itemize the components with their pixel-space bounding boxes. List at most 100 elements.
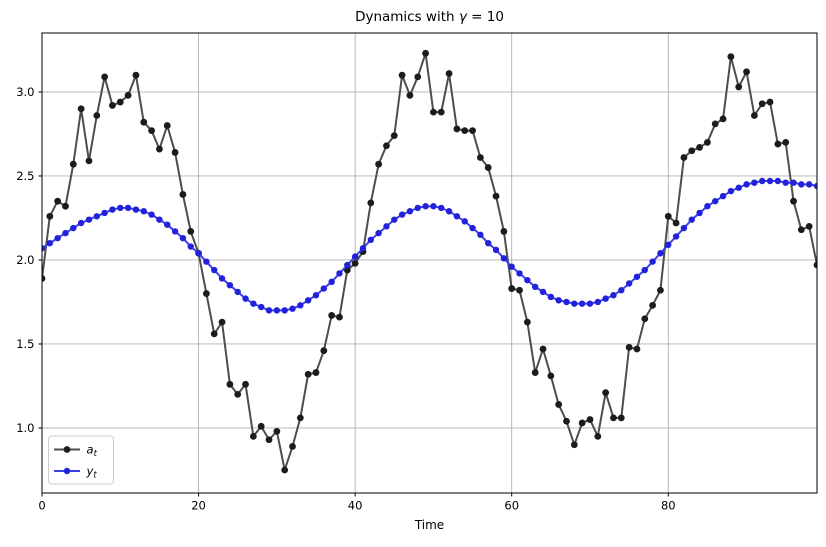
marker-a_t [414, 73, 422, 81]
marker-y_t [85, 216, 93, 223]
marker-a_t [805, 222, 813, 230]
marker-a_t [750, 112, 758, 119]
marker-y_t [586, 300, 594, 307]
marker-y_t [492, 246, 500, 254]
marker-a_t [328, 312, 336, 319]
marker-y_t [547, 293, 555, 301]
marker-a_t [430, 108, 437, 116]
series-a-t [42, 49, 817, 474]
marker-y_t [54, 234, 61, 242]
marker-a_t [289, 443, 296, 450]
marker-y_t [218, 275, 226, 282]
marker-y_t [406, 208, 414, 215]
marker-y_t [312, 292, 320, 299]
marker-a_t [163, 122, 171, 129]
marker-y_t [328, 278, 335, 286]
marker-y_t [649, 258, 656, 265]
marker-y_t [618, 287, 625, 294]
marker-y_t [250, 300, 257, 307]
x-tick-label: 40 [348, 499, 363, 513]
marker-y_t [477, 231, 484, 238]
marker-a_t [727, 53, 735, 61]
marker-a_t [257, 422, 265, 430]
marker-y_t [304, 297, 312, 304]
marker-y_t [140, 208, 147, 215]
marker-a_t [281, 466, 289, 474]
marker-y_t [813, 182, 817, 190]
marker-a_t [226, 380, 234, 388]
marker-y_t [195, 250, 202, 257]
marker-y_t [179, 234, 187, 242]
axis-ticks [38, 91, 669, 497]
marker-a_t [367, 199, 375, 207]
marker-y_t [696, 209, 703, 217]
marker-y_t [101, 209, 108, 217]
marker-y_t [751, 179, 758, 186]
marker-a_t [46, 212, 54, 220]
marker-y_t [281, 307, 288, 314]
x-tick-labels: 0 20 40 60 80 [38, 499, 675, 513]
marker-a_t [664, 212, 672, 220]
marker-a_t [594, 432, 602, 440]
marker-y_t [187, 243, 194, 250]
marker-a_t [85, 157, 93, 165]
marker-y_t [759, 177, 766, 185]
marker-y_t [453, 213, 461, 220]
marker-a_t [711, 120, 719, 128]
marker-a_t [461, 127, 469, 135]
marker-y_t [42, 245, 46, 252]
marker-y_t [657, 250, 664, 257]
marker-a_t [406, 91, 414, 99]
legend: at yt [48, 435, 114, 485]
marker-a_t [218, 318, 226, 326]
legend-marker-y_t [63, 467, 71, 475]
marker-y_t [516, 270, 523, 277]
marker-a_t [54, 197, 62, 205]
marker-y_t [798, 181, 805, 188]
marker-a_t [336, 313, 343, 321]
marker-y_t [226, 281, 234, 289]
marker-y_t [203, 258, 210, 265]
marker-y_t [344, 261, 351, 269]
marker-a_t [766, 98, 774, 106]
marker-a_t [304, 370, 312, 378]
marker-a_t [296, 414, 304, 422]
marker-y_t [414, 204, 421, 212]
marker-a_t [672, 219, 680, 227]
marker-a_t [476, 154, 484, 161]
marker-a_t [273, 427, 281, 435]
marker-a_t [242, 380, 249, 388]
marker-a_t [390, 132, 398, 140]
x-tick-label: 60 [504, 499, 519, 513]
marker-y_t [383, 223, 390, 230]
marker-a_t [531, 369, 539, 376]
marker-y_t [273, 307, 281, 314]
marker-a_t [563, 417, 570, 425]
marker-a_t [523, 318, 531, 326]
marker-y_t [782, 179, 789, 186]
marker-y_t [77, 219, 85, 227]
marker-a_t [437, 108, 445, 116]
marker-a_t [547, 372, 555, 380]
marker-a_t [758, 100, 766, 108]
marker-a_t [813, 261, 817, 269]
marker-a_t [343, 266, 351, 274]
y-tick-label: 3.0 [16, 85, 34, 99]
marker-a_t [62, 202, 69, 210]
series-y-t [42, 177, 817, 314]
marker-y_t [124, 204, 132, 212]
legend-label-y_t: yt [86, 464, 98, 481]
chart-title: Dynamics with γ = 10 [355, 9, 504, 25]
marker-a_t [234, 390, 242, 398]
marker-y_t [625, 280, 633, 287]
marker-y_t [727, 187, 735, 195]
marker-a_t [610, 414, 617, 422]
marker-a_t [602, 389, 610, 397]
marker-y_t [391, 216, 398, 223]
y-tick-label: 1.5 [16, 337, 34, 351]
marker-a_t [555, 401, 563, 408]
marker-y_t [367, 236, 374, 244]
marker-y_t [508, 263, 515, 270]
marker-a_t [743, 68, 750, 76]
